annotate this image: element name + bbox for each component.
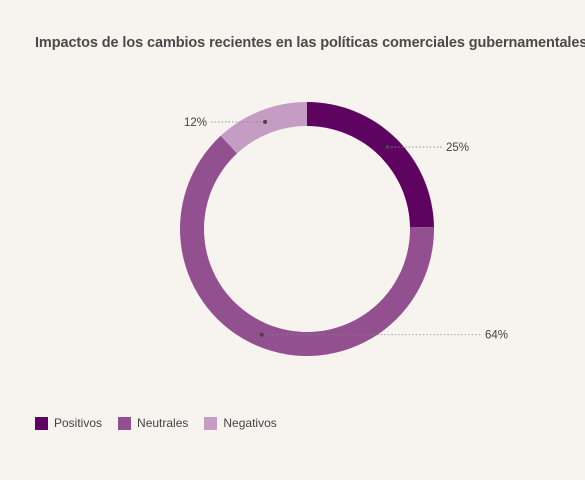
legend: Positivos Neutrales Negativos	[35, 416, 277, 430]
data-label-neutrales: 64%	[485, 330, 508, 342]
legend-item-neutrales[interactable]: Neutrales	[118, 416, 188, 430]
legend-swatch-positivos	[35, 416, 48, 430]
leader-dot-positivos	[385, 145, 390, 150]
slice-positivos[interactable]	[307, 102, 434, 228]
data-label-negativos: 12%	[184, 117, 207, 129]
legend-item-positivos[interactable]: Positivos	[35, 416, 102, 430]
slice-neutrales[interactable]	[180, 135, 435, 356]
slice-negativos[interactable]	[220, 102, 307, 154]
legend-label-positivos: Positivos	[54, 416, 103, 430]
slices-group	[180, 102, 435, 356]
legend-item-negativos[interactable]: Negativos	[204, 416, 277, 430]
data-label-positivos: 25%	[446, 142, 469, 154]
chart-title: Impactos de los cambios recientes en las…	[35, 35, 585, 51]
legend-label-negativos: Negativos	[223, 416, 277, 430]
leaders-group: 25% 64% 12%	[184, 117, 508, 342]
legend-label-neutrales: Neutrales	[137, 416, 189, 430]
leader-dot-neutrales	[259, 332, 264, 337]
legend-swatch-neutrales	[118, 416, 132, 430]
leader-dot-negativos	[263, 119, 268, 124]
legend-swatch-negativos	[204, 416, 218, 430]
